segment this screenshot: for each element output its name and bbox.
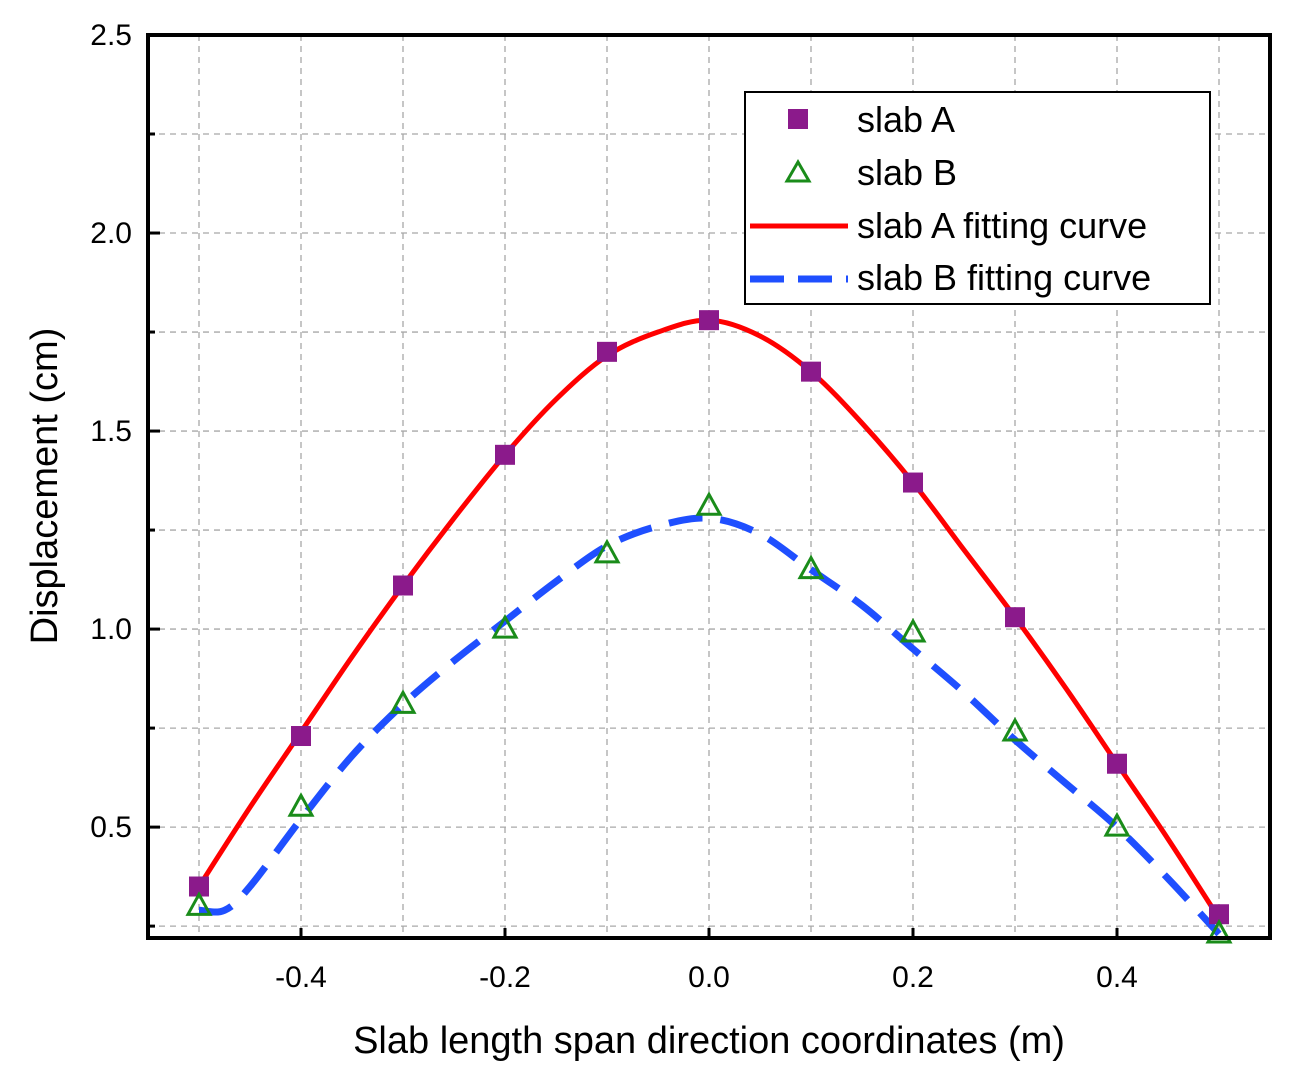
slab-b-point xyxy=(899,617,927,643)
slab-a-point xyxy=(597,341,617,362)
slab-a-point xyxy=(291,726,311,747)
legend-entry-slab-b-fit: slab B fitting curve xyxy=(750,257,1151,298)
y-tick-label: 1.5 xyxy=(90,415,132,448)
legend-label-slab-b-fit: slab B fitting curve xyxy=(857,257,1151,298)
slab-b-point xyxy=(185,891,213,916)
slab-b-point xyxy=(491,613,519,639)
legend-label-slab-a: slab A xyxy=(857,99,955,140)
slab-a-point xyxy=(1209,904,1229,925)
slab-a-point xyxy=(189,876,209,897)
slab-b-point xyxy=(287,792,315,817)
x-tick-label: -0.2 xyxy=(479,961,531,994)
slab-a-point xyxy=(801,361,821,382)
legend-entry-slab-a-fit: slab A fitting curve xyxy=(750,205,1147,246)
legend-label-slab-a-fit: slab A fitting curve xyxy=(857,205,1147,246)
legend-label-slab-b: slab B xyxy=(857,152,957,193)
slab-b-fitting-curve-line xyxy=(198,514,1222,937)
slab-b-point xyxy=(1001,716,1029,742)
legend-box xyxy=(744,91,1211,305)
x-axis-title: Slab length span direction coordinates (… xyxy=(353,1020,1065,1062)
legend: slab A slab B slab A fitting curve slab … xyxy=(744,91,1211,305)
slab-b-point xyxy=(1103,811,1131,837)
slab-b-point xyxy=(593,538,621,564)
x-tick-label: 0.4 xyxy=(1096,961,1138,994)
slab-a-point xyxy=(699,310,719,331)
slab-b-point xyxy=(1205,918,1233,944)
y-tick-label: 2.0 xyxy=(90,217,132,250)
x-tick-label: -0.4 xyxy=(275,961,327,994)
slab-a-point xyxy=(1107,753,1127,774)
slab-b-point xyxy=(695,491,723,516)
y-tick-label: 1.0 xyxy=(90,613,132,646)
legend-triangle-marker-icon xyxy=(784,159,812,183)
slab-a-point xyxy=(495,444,515,465)
y-tick-label: 0.5 xyxy=(90,811,132,844)
slab-b-point xyxy=(797,554,825,580)
data-markers xyxy=(185,310,1233,944)
slab-b-point xyxy=(389,689,417,714)
grid xyxy=(148,35,1270,938)
slab-a-point xyxy=(1005,607,1025,628)
legend-square-marker-icon xyxy=(788,109,808,129)
slab-a-point xyxy=(903,472,923,493)
slab-a-point xyxy=(393,575,413,596)
x-tick-label: 0.2 xyxy=(892,961,934,994)
legend-entry-slab-b: slab B xyxy=(784,152,957,193)
y-axis-title: Displacement (cm) xyxy=(24,328,66,645)
x-tick-label: 0.0 xyxy=(688,961,730,994)
x-axis-ticks: -0.4 -0.2 0.0 0.2 0.4 xyxy=(275,928,1138,994)
y-axis-ticks: 0.5 1.0 1.5 2.0 2.5 xyxy=(90,19,160,844)
y-tick-label: 2.5 xyxy=(90,19,132,52)
legend-entry-slab-a: slab A xyxy=(788,99,955,140)
